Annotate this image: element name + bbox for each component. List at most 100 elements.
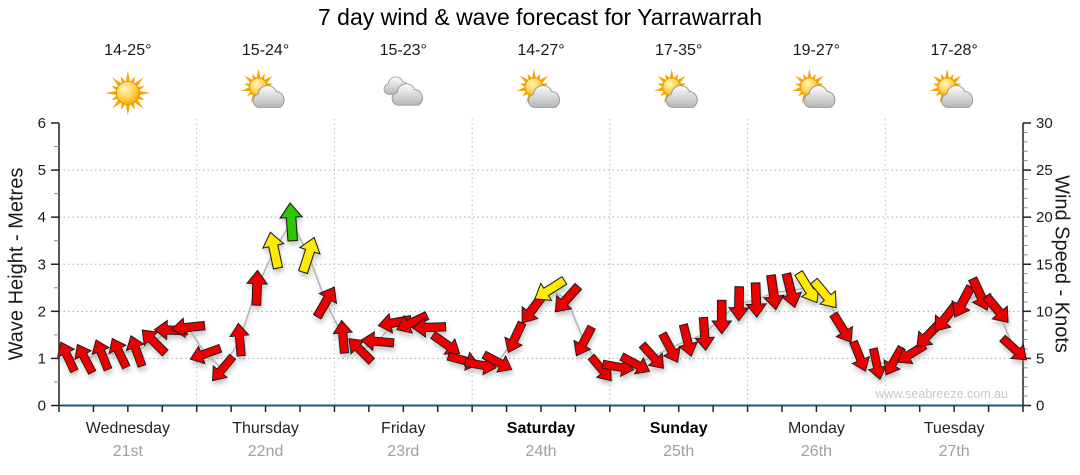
wind-arrow (332, 319, 354, 354)
wind-arrow (694, 316, 716, 352)
left-tick-label: 3 (38, 256, 46, 273)
wind-arrow (125, 335, 147, 368)
wind-arrow (108, 337, 131, 370)
sun-ray (256, 69, 261, 79)
day-date: 26th (800, 443, 832, 460)
sun-disc (115, 81, 140, 105)
sun-ray (125, 70, 131, 83)
wind-arrow (229, 322, 250, 357)
sun-ray (531, 69, 537, 79)
cloud (941, 85, 974, 108)
wind-arrow (573, 324, 596, 357)
temp-range: 15-24° (241, 42, 290, 59)
cloud (527, 85, 560, 108)
wind-arrow (504, 320, 527, 354)
wind-arrow (780, 272, 803, 309)
wind-arrow (312, 286, 338, 320)
right-tick-label: 20 (1036, 209, 1053, 226)
cloud (803, 85, 836, 108)
wind-arrow (711, 299, 733, 335)
wind-arrow-series (57, 202, 1027, 382)
wind-arrow (883, 344, 906, 376)
wind-arrow (297, 236, 321, 275)
cloudy-icon (383, 76, 423, 106)
wind-arrow (212, 353, 237, 382)
wind-arrow (658, 331, 681, 363)
day-date: 23rd (387, 443, 420, 460)
wind-arrow (982, 293, 1009, 324)
wind-arrow (430, 331, 461, 355)
sun-ray (125, 103, 131, 116)
sun-ray (516, 86, 527, 92)
partly-cloudy-icon (791, 69, 836, 108)
left-tick-label: 0 (38, 398, 46, 415)
cloud (665, 85, 698, 108)
temp-range: 17-35° (655, 42, 703, 59)
sun-ray (241, 86, 252, 92)
left-tick-label: 4 (38, 209, 46, 226)
cloud (391, 83, 423, 106)
wind-arrow (849, 339, 871, 372)
partly-cloudy-icon (929, 69, 974, 108)
wind-arrow (678, 323, 699, 358)
wind-arrow (189, 343, 223, 365)
sun-ray (105, 90, 118, 96)
day-date: 21st (112, 443, 143, 460)
wind-arrow (745, 282, 768, 319)
wind-arrow (396, 311, 430, 334)
right-tick-label: 30 (1036, 115, 1053, 132)
wind-arrow (245, 269, 269, 306)
day-date: 24th (525, 443, 557, 460)
day-name: Friday (381, 420, 426, 437)
day-date: 22nd (247, 443, 284, 460)
sun-ray (669, 69, 674, 79)
right-tick-label: 15 (1036, 256, 1053, 273)
sun-ray (791, 86, 803, 92)
day-name: Wednesday (85, 420, 170, 437)
day-name: Monday (787, 420, 845, 437)
wind-arrow (762, 274, 785, 311)
sun-ray (807, 69, 812, 79)
temp-range: 14-25° (104, 42, 152, 59)
sun-ray (654, 86, 665, 92)
watermark: www.seabreeze.com.au (874, 387, 1008, 401)
wind-arrow (279, 202, 304, 242)
wind-arrow (262, 231, 285, 270)
left-tick-label: 5 (38, 162, 46, 179)
cloud (252, 85, 285, 108)
wind-arrow (170, 317, 206, 339)
sunny-icon (105, 70, 151, 116)
wind-arrow (728, 286, 750, 322)
day-name: Thursday (232, 420, 299, 437)
tick-labels: 0 1 2 3 4 5 6 0 5 10 15 20 25 30 (38, 115, 1053, 415)
wind-arrow (481, 350, 513, 373)
partly-cloudy-icon (241, 69, 285, 108)
temp-range: 15-23° (379, 42, 427, 59)
temp-range: 17-28° (930, 42, 978, 59)
left-tick-label: 2 (38, 303, 46, 320)
left-tick-label: 1 (38, 350, 46, 367)
day-name: Saturday (506, 420, 576, 437)
partly-cloudy-icon (654, 69, 698, 108)
temp-range: 19-27° (792, 42, 841, 59)
day-name: Sunday (649, 420, 708, 437)
wind-arrow (638, 341, 665, 369)
wind-arrow (534, 276, 568, 301)
right-tick-label: 5 (1036, 350, 1044, 367)
chart-title: 7 day wind & wave forecast for Yarrawarr… (317, 4, 763, 30)
wind-arrow (951, 284, 976, 318)
wind-arrow (999, 334, 1027, 361)
partly-cloudy-icon (516, 69, 560, 108)
right-tick-label: 0 (1036, 398, 1044, 415)
wind-arrow (809, 277, 837, 309)
sun-ray (944, 69, 950, 79)
wind-arrow (57, 341, 79, 374)
day-date: 27th (938, 443, 970, 460)
left-tick-label: 6 (38, 115, 46, 132)
temp-range: 14-27° (517, 42, 565, 59)
wind-arrow (360, 330, 395, 352)
sun-ray (929, 86, 940, 92)
wind-arrow (554, 282, 583, 313)
